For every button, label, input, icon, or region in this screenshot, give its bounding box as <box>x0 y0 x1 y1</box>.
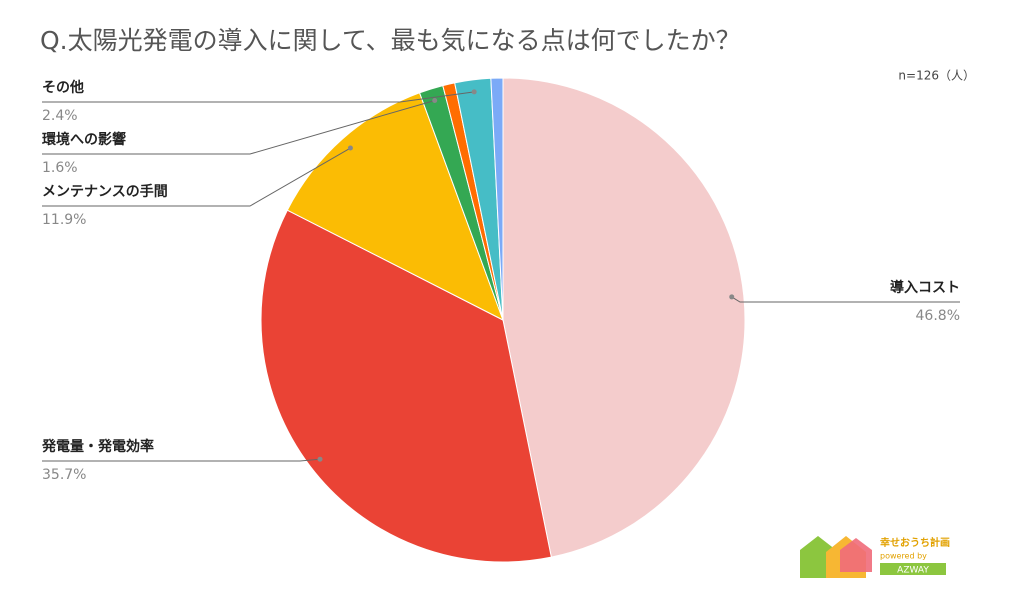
leader-dot <box>471 89 477 95</box>
leader-dot <box>347 145 353 151</box>
logo-name: 幸せおうち計画 <box>880 536 950 549</box>
category-label: 導入コスト <box>890 279 960 296</box>
value-label: 46.8% <box>916 308 960 324</box>
chart-title: Q.太陽光発電の導入に関して、最も気になる点は何でしたか？ <box>40 26 741 55</box>
logo: 幸せおうち計画 powered by AZWAY <box>800 536 950 578</box>
pie-slice <box>502 77 746 558</box>
category-label: メンテナンスの手間 <box>42 183 168 200</box>
leader-line <box>42 458 321 462</box>
value-label: 35.7% <box>42 467 86 483</box>
pie-slice <box>490 77 504 321</box>
category-label: 発電量・発電効率 <box>41 438 154 455</box>
logo-powered: powered by <box>880 552 927 561</box>
leader-dot <box>729 294 735 300</box>
pie-slice <box>286 92 504 322</box>
value-label: 11.9% <box>42 212 86 228</box>
logo-house <box>840 538 872 572</box>
logo-brand-bg <box>880 563 946 575</box>
leader-line <box>42 99 435 155</box>
category-label: 環境への影響 <box>42 131 126 148</box>
pie-slice <box>260 209 552 563</box>
leader-line <box>42 147 351 207</box>
logo-brand: AZWAY <box>897 566 929 576</box>
value-label: 2.4% <box>42 108 78 124</box>
value-label: 1.6% <box>42 160 78 176</box>
category-label: その他 <box>42 79 84 96</box>
leader-line <box>42 91 475 103</box>
leader-dot <box>317 456 323 462</box>
leader-line <box>731 296 960 303</box>
leader-dot <box>432 97 438 103</box>
sample-size: n=126（人） <box>898 69 975 83</box>
